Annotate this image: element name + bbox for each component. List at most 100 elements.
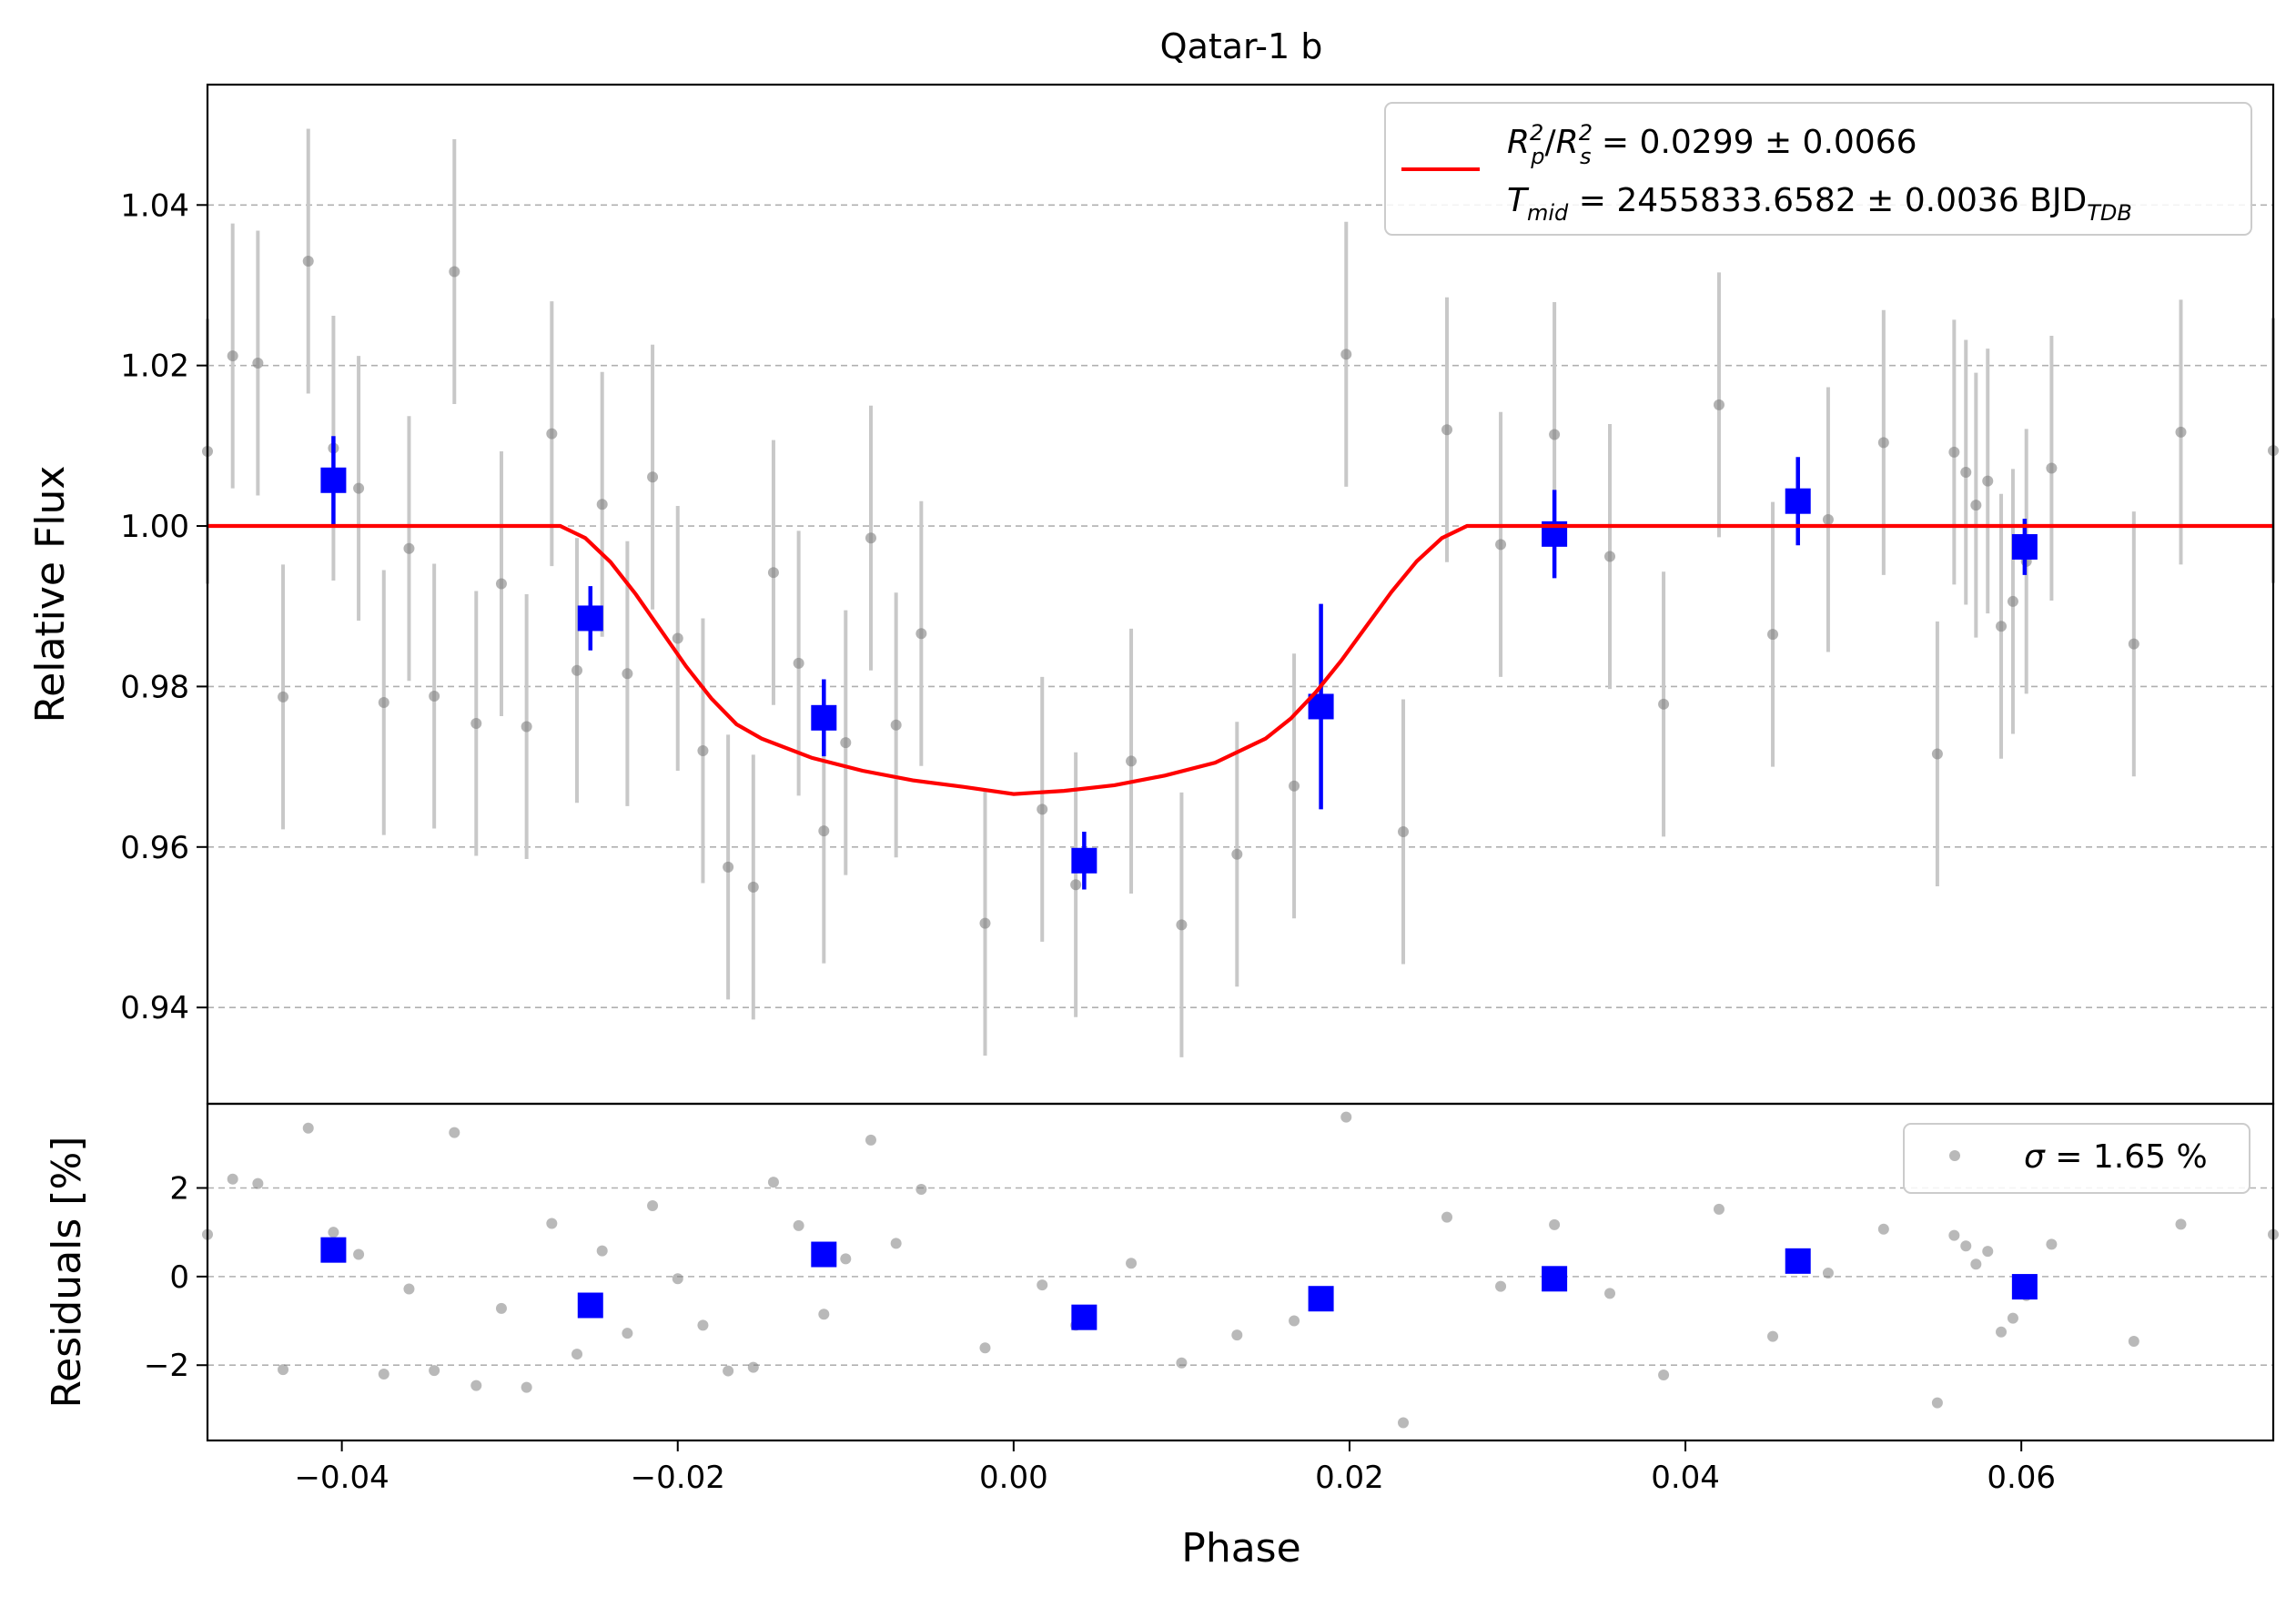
residual-point [353,1248,365,1260]
residual-point [521,1381,532,1393]
raw-point [1340,349,1352,360]
raw-point [470,717,482,729]
residual-point [1982,1246,1994,1258]
raw-point [793,657,804,669]
raw-point [1960,466,1972,478]
top-legend-box [1384,102,2252,236]
raw-point [1549,429,1561,440]
residual-point [1658,1369,1670,1380]
binned-point [1071,847,1097,874]
raw-point [1767,629,1779,641]
raw-point [1713,399,1725,410]
raw-point [1948,446,1960,458]
legend-sigma: σ = 1.65 % [2024,1138,2208,1176]
raw-point [1289,780,1300,792]
residual-point [1996,1326,2008,1338]
top-y-axis-label: Relative Flux [27,466,74,723]
raw-point [915,628,927,640]
residual-point [596,1245,608,1257]
residual-point [767,1177,779,1188]
bottom-ticks: −2 0 2 −0.04 −0.02 0.00 0.02 0.04 0.06 [144,1171,2056,1497]
residual-point [1604,1288,1616,1299]
top-legend: R2 p/R2 s = 0.0299 ± 0.0066 Tmid = 2455833… [1384,102,2252,236]
raw-point [429,691,440,702]
raw-point [252,358,264,369]
residual-point [1289,1315,1300,1327]
raw-point [353,482,365,494]
residual-point [495,1302,507,1314]
residual-point [1495,1280,1507,1292]
residual-point [1877,1223,1889,1235]
residual-point [1549,1218,1561,1230]
residual-point [1176,1357,1188,1369]
binned-residual-point [320,1237,347,1263]
raw-point [449,266,460,278]
residual-point [429,1365,440,1377]
residual-point [1441,1211,1452,1223]
residual-point [378,1368,389,1380]
raw-point [2007,595,2018,607]
residual-point [328,1227,339,1238]
x-axis-label: Phase [1181,1525,1300,1572]
raw-point [403,542,415,554]
raw-point [1658,698,1670,710]
residual-point [1126,1258,1138,1269]
raw-point [890,719,902,731]
raw-point [521,721,532,733]
raw-point [495,578,507,590]
residual-point [1970,1258,1982,1270]
raw-point [378,697,389,709]
residual-point [1398,1417,1410,1429]
residual-point [571,1349,583,1360]
residual-point [2128,1335,2139,1347]
residual-point [2007,1312,2018,1324]
residual-point [672,1273,683,1285]
binned-residual-point [1071,1304,1097,1330]
top-y-tick-label: 1.04 [120,187,189,224]
residual-point [278,1364,289,1376]
residual-point [449,1127,460,1138]
raw-point [1176,919,1188,931]
raw-point [596,499,608,510]
residual-point [647,1199,659,1211]
residual-point [697,1319,709,1331]
residual-point [840,1253,852,1265]
bottom-y-tick-label: −2 [144,1348,189,1384]
legend-line-1: R2 p/R2 s = 0.0299 ± 0.0066 [1507,120,1917,169]
top-y-tick-label: 0.94 [120,990,189,1026]
binned-point [577,605,603,632]
residual-points [202,1111,2279,1429]
raw-point [818,825,830,837]
raw-point [767,567,779,579]
raw-point [865,532,876,544]
bottom-y-tick-label: 2 [169,1171,189,1208]
raw-point [546,428,558,440]
binned-residual-point [1542,1266,1568,1292]
raw-point [1126,755,1138,767]
residual-point [302,1122,314,1134]
raw-point [1996,621,2008,632]
raw-point [2128,638,2139,650]
x-tick-label: 0.00 [979,1460,1048,1496]
residual-point [252,1177,264,1189]
top-y-ticks: 0.94 0.96 0.98 1.00 1.02 1.04 [120,187,207,1026]
residual-point [622,1328,633,1339]
raw-point [647,471,659,483]
raw-point [1495,539,1507,551]
residual-point [2175,1218,2187,1230]
raw-point [1070,879,1082,891]
raw-point [227,350,238,362]
model-line [207,523,2273,796]
bottom-y-axis-label: Residuals [%] [44,1137,90,1409]
raw-point [1231,848,1243,860]
residual-point [1822,1267,1834,1279]
residual-point [865,1134,876,1146]
legend-residual-swatch [1949,1150,1960,1161]
residual-point [1948,1229,1960,1241]
raw-point [571,664,583,676]
residual-point [723,1365,734,1377]
bottom-legend: σ = 1.65 % [1903,1123,2250,1194]
binned-point [320,467,347,493]
